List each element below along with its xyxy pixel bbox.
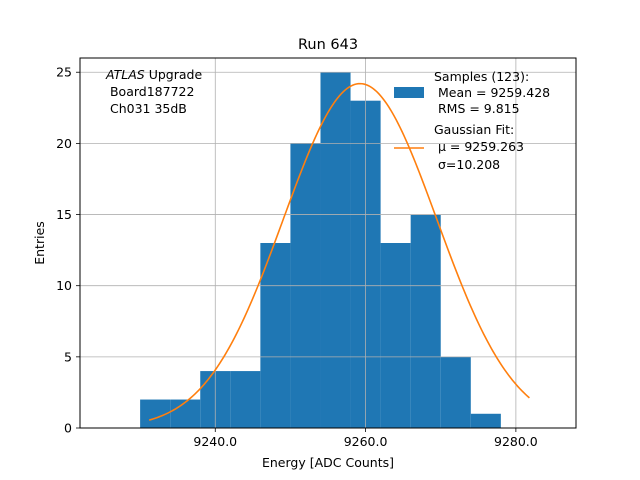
legend: Samples (123): Mean = 9259.428 RMS = 9.8… xyxy=(394,69,550,172)
y-tick-label: 10 xyxy=(56,278,72,293)
x-tick-label: 9240.0 xyxy=(193,434,237,449)
histogram-bar xyxy=(380,243,411,428)
histogram-bar xyxy=(320,72,351,428)
x-tick-label: 9260.0 xyxy=(344,434,388,449)
y-axis-label: Entries xyxy=(32,221,47,265)
legend-hist-line-2: Mean = 9259.428 xyxy=(434,85,550,100)
annotation-line-3: Ch031 35dB xyxy=(106,101,187,116)
legend-hist-line-3: RMS = 9.815 xyxy=(434,101,520,116)
histogram-bar xyxy=(440,356,471,428)
histogram-bar xyxy=(470,413,501,428)
y-tick-label: 5 xyxy=(64,349,72,364)
legend-fit-line-2: μ = 9259.263 xyxy=(434,139,524,154)
y-tick-label: 15 xyxy=(56,207,72,222)
atlas-annotation: ATLAS Upgrade Board187722 Ch031 35dB xyxy=(105,67,202,116)
chart-title: Run 643 xyxy=(298,37,358,53)
annotation-line-1-italic: ATLAS xyxy=(105,67,145,82)
annotation-line-1-text: Upgrade xyxy=(145,67,203,82)
legend-hist-line-1: Samples (123): xyxy=(434,69,529,84)
y-tick-label: 25 xyxy=(56,65,72,80)
y-tick-label: 0 xyxy=(64,421,72,436)
axis-ticks: 9240.0 9260.0 9280.0 0 5 10 15 20 25 xyxy=(56,65,538,449)
x-tick-label: 9280.0 xyxy=(494,434,538,449)
legend-fit-line-1: Gaussian Fit: xyxy=(434,122,514,137)
histogram-bar xyxy=(230,371,261,428)
histogram-bar xyxy=(410,214,441,428)
histogram-bars xyxy=(140,72,501,428)
legend-fit-line-3: σ=10.208 xyxy=(434,157,500,172)
histogram-bar xyxy=(260,243,291,428)
y-tick-label: 20 xyxy=(56,136,72,151)
plot-frame xyxy=(79,57,577,429)
gaussian-fit-curve xyxy=(148,82,530,421)
annotation-line-2: Board187722 xyxy=(106,84,194,99)
legend-histogram-swatch xyxy=(394,87,424,98)
histogram-bar xyxy=(170,399,201,428)
annotation-line-1: ATLAS Upgrade xyxy=(105,67,202,82)
x-axis-label: Energy [ADC Counts] xyxy=(262,455,394,470)
